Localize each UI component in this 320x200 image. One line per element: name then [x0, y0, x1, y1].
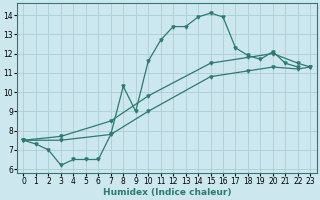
- X-axis label: Humidex (Indice chaleur): Humidex (Indice chaleur): [103, 188, 231, 197]
